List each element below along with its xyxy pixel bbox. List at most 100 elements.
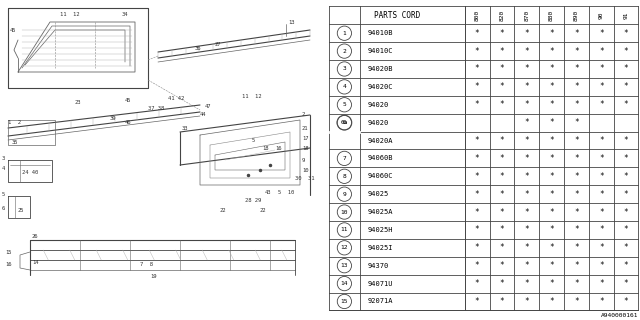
Text: 15: 15 bbox=[5, 250, 12, 254]
Text: 12: 12 bbox=[340, 245, 348, 250]
Text: 4: 4 bbox=[342, 84, 346, 89]
Text: 6a: 6a bbox=[340, 120, 348, 125]
Text: 28 29: 28 29 bbox=[245, 197, 261, 203]
Text: *: * bbox=[500, 136, 504, 145]
Text: 3: 3 bbox=[342, 67, 346, 71]
Text: *: * bbox=[475, 47, 479, 56]
Text: 25: 25 bbox=[18, 207, 24, 212]
Text: 13: 13 bbox=[288, 20, 294, 25]
Text: 45: 45 bbox=[125, 98, 131, 102]
Text: 43: 43 bbox=[265, 189, 271, 195]
Text: 5: 5 bbox=[2, 191, 5, 196]
Text: 23: 23 bbox=[75, 100, 81, 106]
Text: *: * bbox=[599, 190, 604, 199]
Text: 15: 15 bbox=[340, 299, 348, 304]
Text: *: * bbox=[500, 172, 504, 181]
Text: 16: 16 bbox=[275, 146, 282, 150]
Text: *: * bbox=[574, 190, 579, 199]
Text: 94025H: 94025H bbox=[367, 227, 393, 233]
Text: *: * bbox=[574, 154, 579, 163]
Text: 27: 27 bbox=[215, 42, 221, 46]
Text: 5: 5 bbox=[342, 102, 346, 107]
Text: 5: 5 bbox=[252, 138, 255, 142]
Text: *: * bbox=[475, 136, 479, 145]
Text: 45: 45 bbox=[10, 28, 17, 33]
Text: 34: 34 bbox=[122, 12, 129, 17]
Text: *: * bbox=[574, 47, 579, 56]
Text: *: * bbox=[500, 29, 504, 38]
Text: *: * bbox=[524, 243, 529, 252]
Text: 7  8: 7 8 bbox=[140, 261, 153, 267]
Text: *: * bbox=[599, 243, 604, 252]
Text: A940000161: A940000161 bbox=[601, 313, 639, 318]
Text: *: * bbox=[500, 208, 504, 217]
Text: 22: 22 bbox=[260, 207, 266, 212]
Text: 14: 14 bbox=[340, 281, 348, 286]
Text: *: * bbox=[524, 154, 529, 163]
Text: *: * bbox=[624, 29, 628, 38]
Text: *: * bbox=[549, 172, 554, 181]
Text: 19: 19 bbox=[150, 274, 157, 278]
Text: 9: 9 bbox=[342, 192, 346, 197]
Text: 1  2: 1 2 bbox=[8, 119, 21, 124]
Text: 7: 7 bbox=[342, 156, 346, 161]
Text: *: * bbox=[624, 172, 628, 181]
Text: *: * bbox=[549, 118, 554, 127]
Text: 47: 47 bbox=[205, 103, 211, 108]
Text: *: * bbox=[574, 65, 579, 74]
Text: 94020: 94020 bbox=[367, 102, 388, 108]
Text: *: * bbox=[475, 297, 479, 306]
Text: *: * bbox=[475, 154, 479, 163]
Text: 91: 91 bbox=[623, 12, 628, 19]
Text: 880: 880 bbox=[549, 10, 554, 21]
Text: 800: 800 bbox=[475, 10, 479, 21]
Text: 24 40: 24 40 bbox=[22, 170, 38, 174]
Text: *: * bbox=[624, 297, 628, 306]
Text: *: * bbox=[475, 225, 479, 235]
Text: 8: 8 bbox=[342, 174, 346, 179]
Text: *: * bbox=[500, 47, 504, 56]
Text: 33: 33 bbox=[182, 125, 189, 131]
Text: *: * bbox=[549, 208, 554, 217]
Text: *: * bbox=[500, 190, 504, 199]
Text: *: * bbox=[549, 190, 554, 199]
Text: 94020B: 94020B bbox=[367, 66, 393, 72]
Text: *: * bbox=[500, 225, 504, 235]
Text: *: * bbox=[599, 100, 604, 109]
Text: *: * bbox=[574, 29, 579, 38]
Text: *: * bbox=[524, 136, 529, 145]
Text: 41 42: 41 42 bbox=[168, 95, 184, 100]
Text: *: * bbox=[624, 261, 628, 270]
Text: 92071A: 92071A bbox=[367, 299, 393, 304]
Text: 94010C: 94010C bbox=[367, 48, 393, 54]
Text: 13: 13 bbox=[340, 263, 348, 268]
Text: 10: 10 bbox=[340, 210, 348, 214]
Text: 94010B: 94010B bbox=[367, 30, 393, 36]
Text: *: * bbox=[500, 243, 504, 252]
Text: *: * bbox=[599, 208, 604, 217]
Text: *: * bbox=[624, 47, 628, 56]
Text: 94025I: 94025I bbox=[367, 245, 393, 251]
Text: 22: 22 bbox=[220, 207, 227, 212]
Text: *: * bbox=[524, 261, 529, 270]
Text: *: * bbox=[524, 65, 529, 74]
Text: *: * bbox=[599, 65, 604, 74]
Text: *: * bbox=[524, 29, 529, 38]
Text: *: * bbox=[574, 243, 579, 252]
Text: *: * bbox=[599, 225, 604, 235]
Text: *: * bbox=[574, 261, 579, 270]
Text: 1: 1 bbox=[342, 31, 346, 36]
Text: 11  12: 11 12 bbox=[242, 93, 262, 99]
Text: *: * bbox=[475, 29, 479, 38]
Text: *: * bbox=[524, 172, 529, 181]
Text: *: * bbox=[599, 136, 604, 145]
Text: 37 38: 37 38 bbox=[148, 106, 164, 110]
Text: 18: 18 bbox=[262, 146, 269, 150]
Text: *: * bbox=[624, 82, 628, 92]
Text: *: * bbox=[524, 208, 529, 217]
Text: *: * bbox=[524, 297, 529, 306]
Text: 44: 44 bbox=[200, 113, 207, 117]
Text: *: * bbox=[500, 82, 504, 92]
Text: 6: 6 bbox=[2, 205, 5, 211]
Text: 94370: 94370 bbox=[367, 263, 388, 269]
